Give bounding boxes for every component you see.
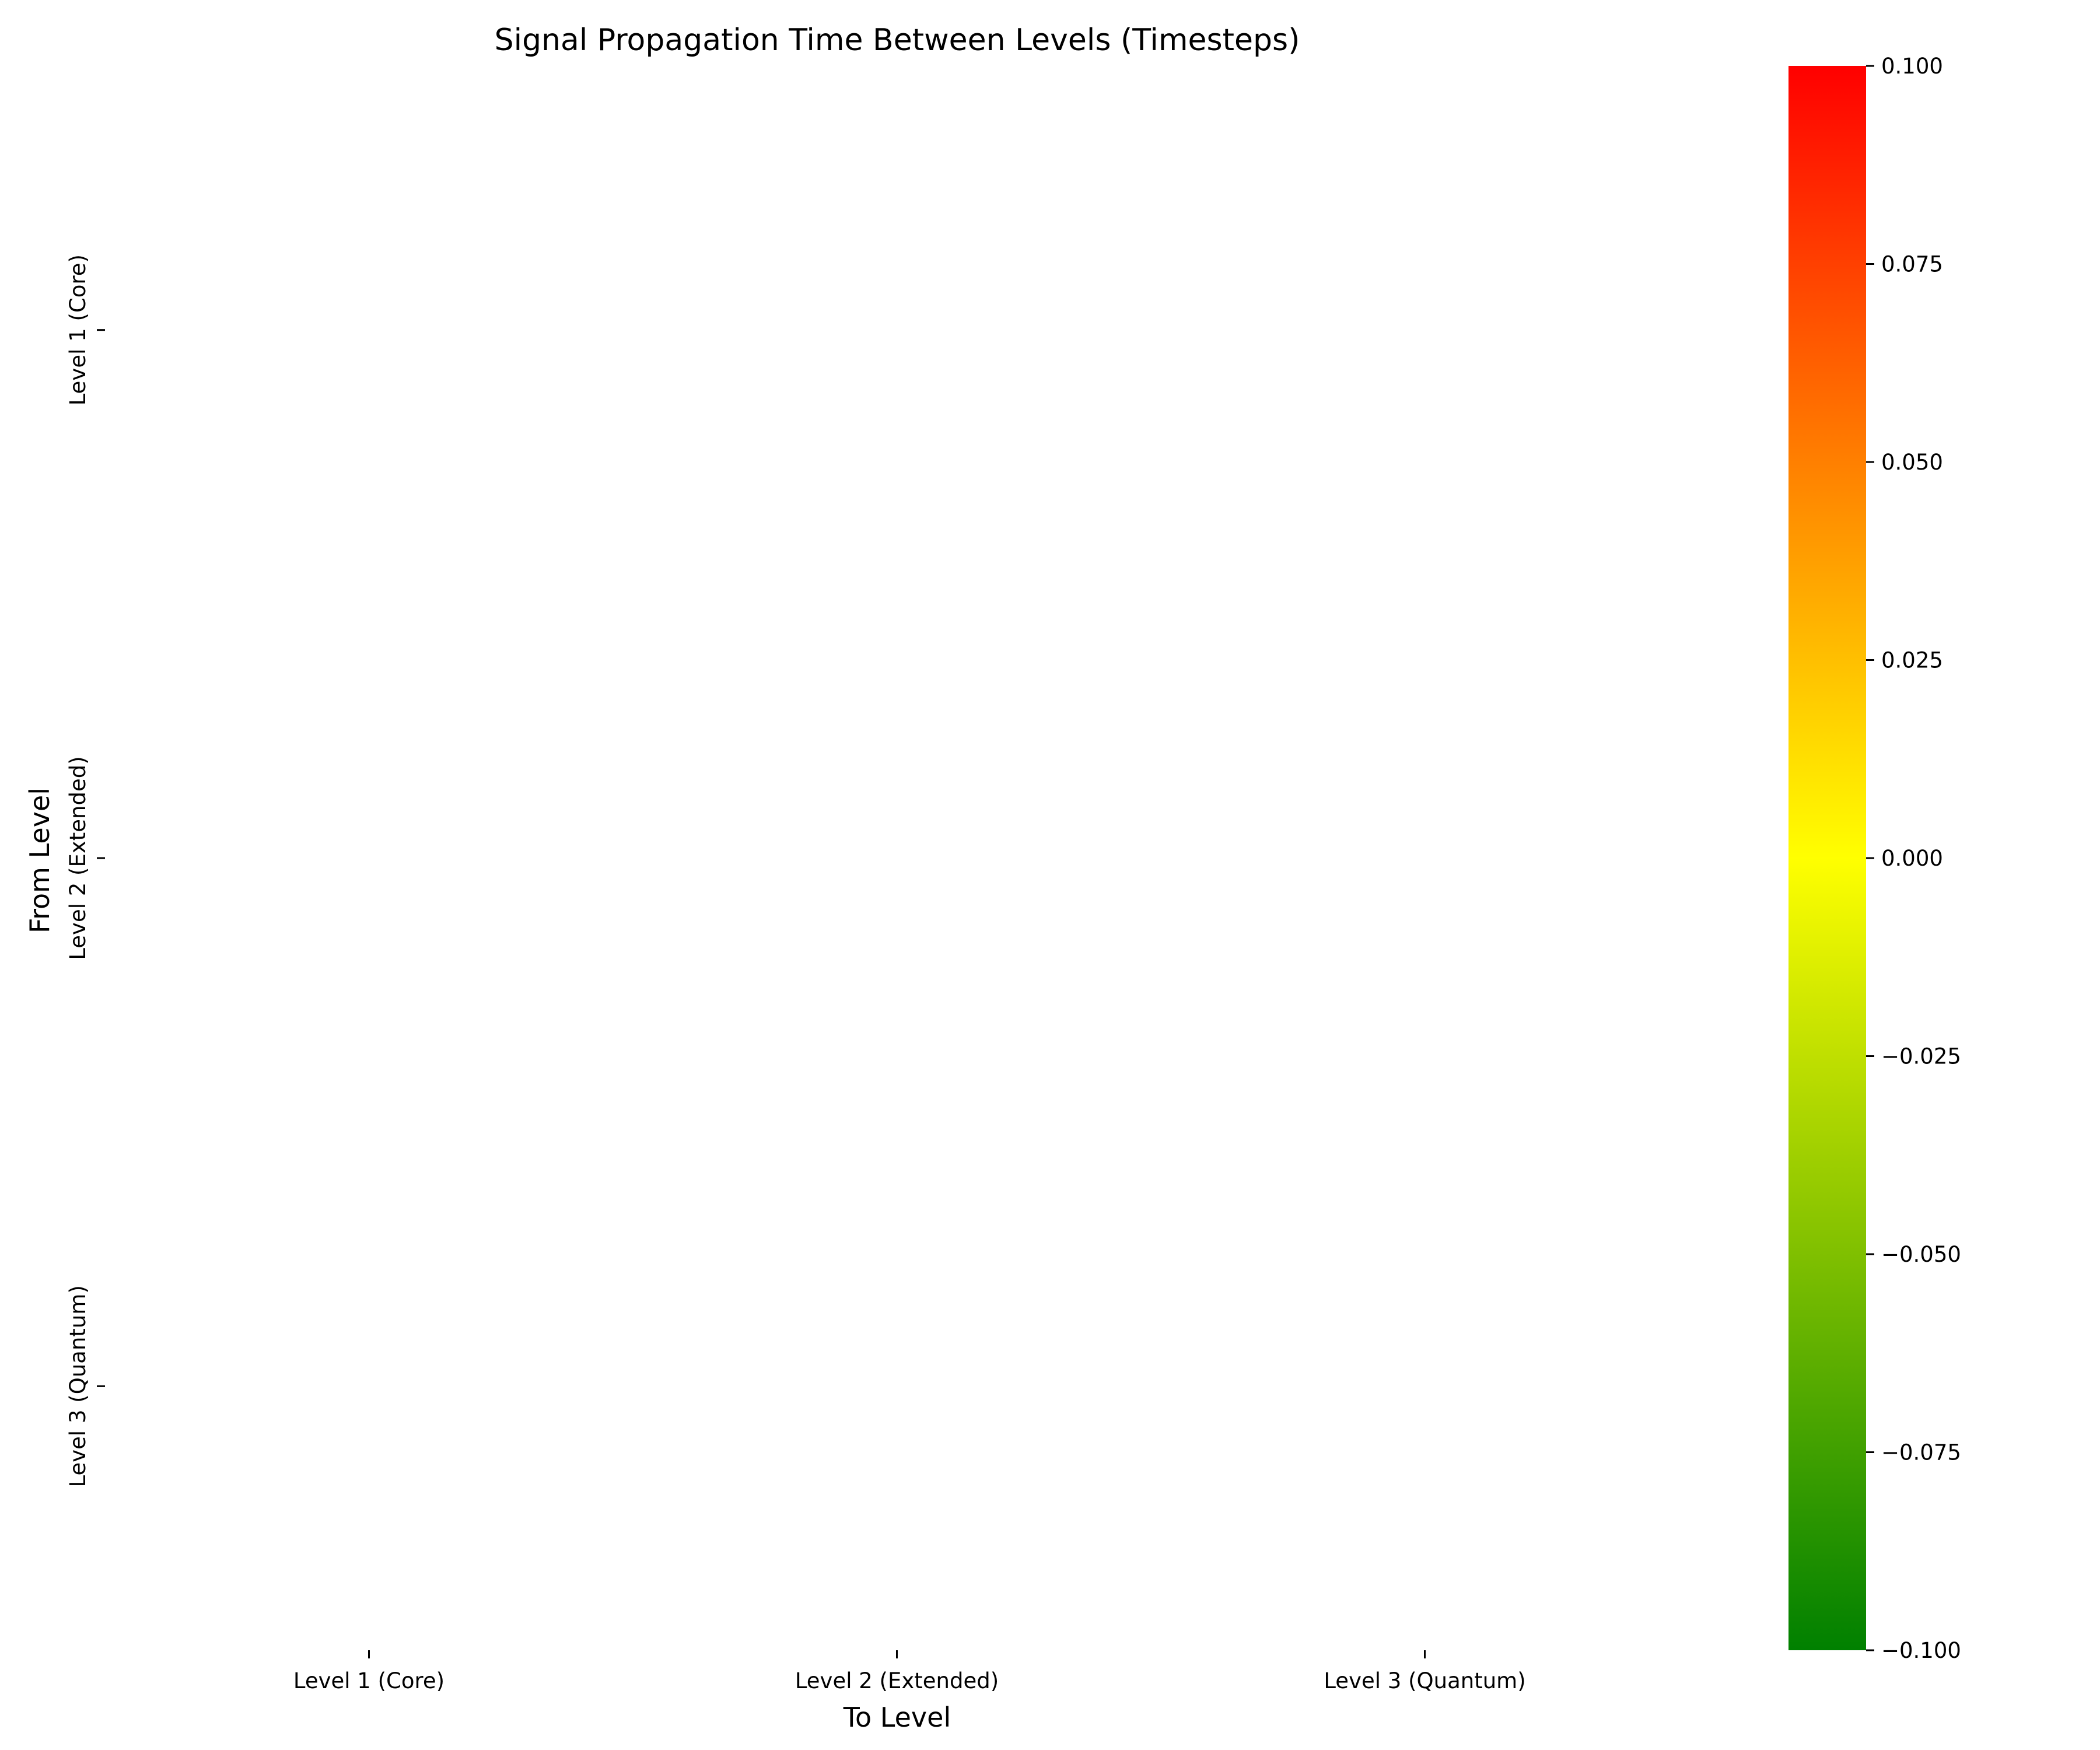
heatmap-cell-2-1 [633,1122,1161,1650]
colorbar-ticks: −0.100 −0.075 −0.050 −0.025 0.000 0.025 0.050 0… [1866,54,1961,1663]
heatmap-cell-0-2 [1161,66,1689,594]
x-tick-label: Level 2 (Extended) [795,1668,999,1693]
x-axis: Level 1 (Core) Level 2 (Extended) Level 3 … [293,1650,1526,1693]
x-tick-label: Level 3 (Quantum) [1324,1668,1525,1693]
chart-title: Signal Propagation Time Between Levels (… [495,23,1300,58]
x-axis-label: To Level [843,1702,951,1733]
colorbar-tick-label: 0.050 [1881,450,1943,475]
colorbar-tick-label: 0.075 [1881,252,1943,277]
colorbar-tick-label: −0.100 [1881,1638,1961,1663]
colorbar-tick-label: −0.075 [1881,1440,1961,1465]
heatmap-cell-2-0 [105,1122,633,1650]
x-tick-label: Level 1 (Core) [293,1668,444,1693]
heatmap-cell-0-1 [633,66,1161,594]
heatmap-cell-1-2 [1161,594,1689,1122]
y-tick-label: Level 1 (Core) [65,254,90,405]
colorbar [1788,66,1866,1650]
y-axis-label: From Level [24,788,55,933]
y-axis: Level 1 (Core) Level 2 (Extended) Level 3 … [65,254,105,1487]
heatmap-cells [105,66,1689,1650]
heatmap-cell-1-0 [105,594,633,1122]
colorbar-tick-label: 0.100 [1881,54,1943,79]
colorbar-tick-label: −0.025 [1881,1044,1961,1069]
colorbar-tick-label: 0.025 [1881,648,1943,673]
y-tick-label: Level 2 (Extended) [65,756,90,960]
heatmap-cell-2-2 [1161,1122,1689,1650]
heatmap-cell-0-0 [105,66,633,594]
heatmap-cell-1-1 [633,594,1161,1122]
y-tick-label: Level 3 (Quantum) [65,1285,90,1487]
colorbar-tick-label: −0.050 [1881,1242,1961,1267]
colorbar-tick-label: 0.000 [1881,846,1943,871]
